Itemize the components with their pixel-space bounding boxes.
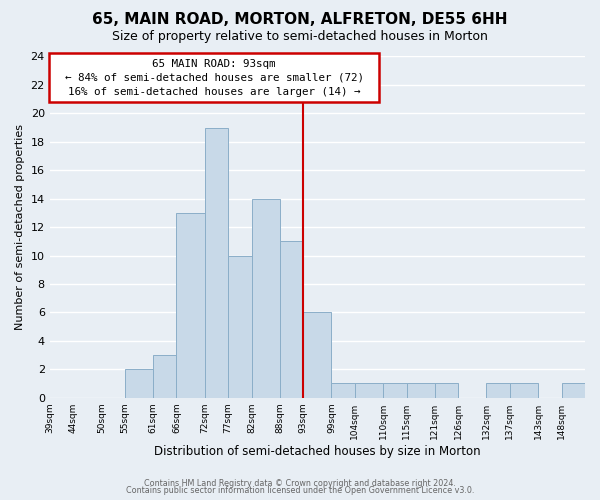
Text: 65 MAIN ROAD: 93sqm  
← 84% of semi-detached houses are smaller (72)
  16% of se: 65 MAIN ROAD: 93sqm ← 84% of semi-detach… [55,59,373,97]
Bar [562,384,585,398]
Text: 65, MAIN ROAD, MORTON, ALFRETON, DE55 6HH: 65, MAIN ROAD, MORTON, ALFRETON, DE55 6H… [92,12,508,28]
Bar [228,256,251,398]
Bar [510,384,538,398]
X-axis label: Distribution of semi-detached houses by size in Morton: Distribution of semi-detached houses by … [154,444,481,458]
Bar [205,128,228,398]
Bar [176,213,205,398]
Bar [303,312,331,398]
Bar [435,384,458,398]
Text: Contains public sector information licensed under the Open Government Licence v3: Contains public sector information licen… [126,486,474,495]
Y-axis label: Number of semi-detached properties: Number of semi-detached properties [15,124,25,330]
Bar [383,384,407,398]
Bar [280,242,303,398]
Bar [355,384,383,398]
Bar [407,384,435,398]
Bar [153,355,176,398]
Text: Contains HM Land Registry data © Crown copyright and database right 2024.: Contains HM Land Registry data © Crown c… [144,478,456,488]
Bar [487,384,510,398]
Bar [331,384,355,398]
Bar [251,198,280,398]
Bar [125,370,153,398]
Text: Size of property relative to semi-detached houses in Morton: Size of property relative to semi-detach… [112,30,488,43]
